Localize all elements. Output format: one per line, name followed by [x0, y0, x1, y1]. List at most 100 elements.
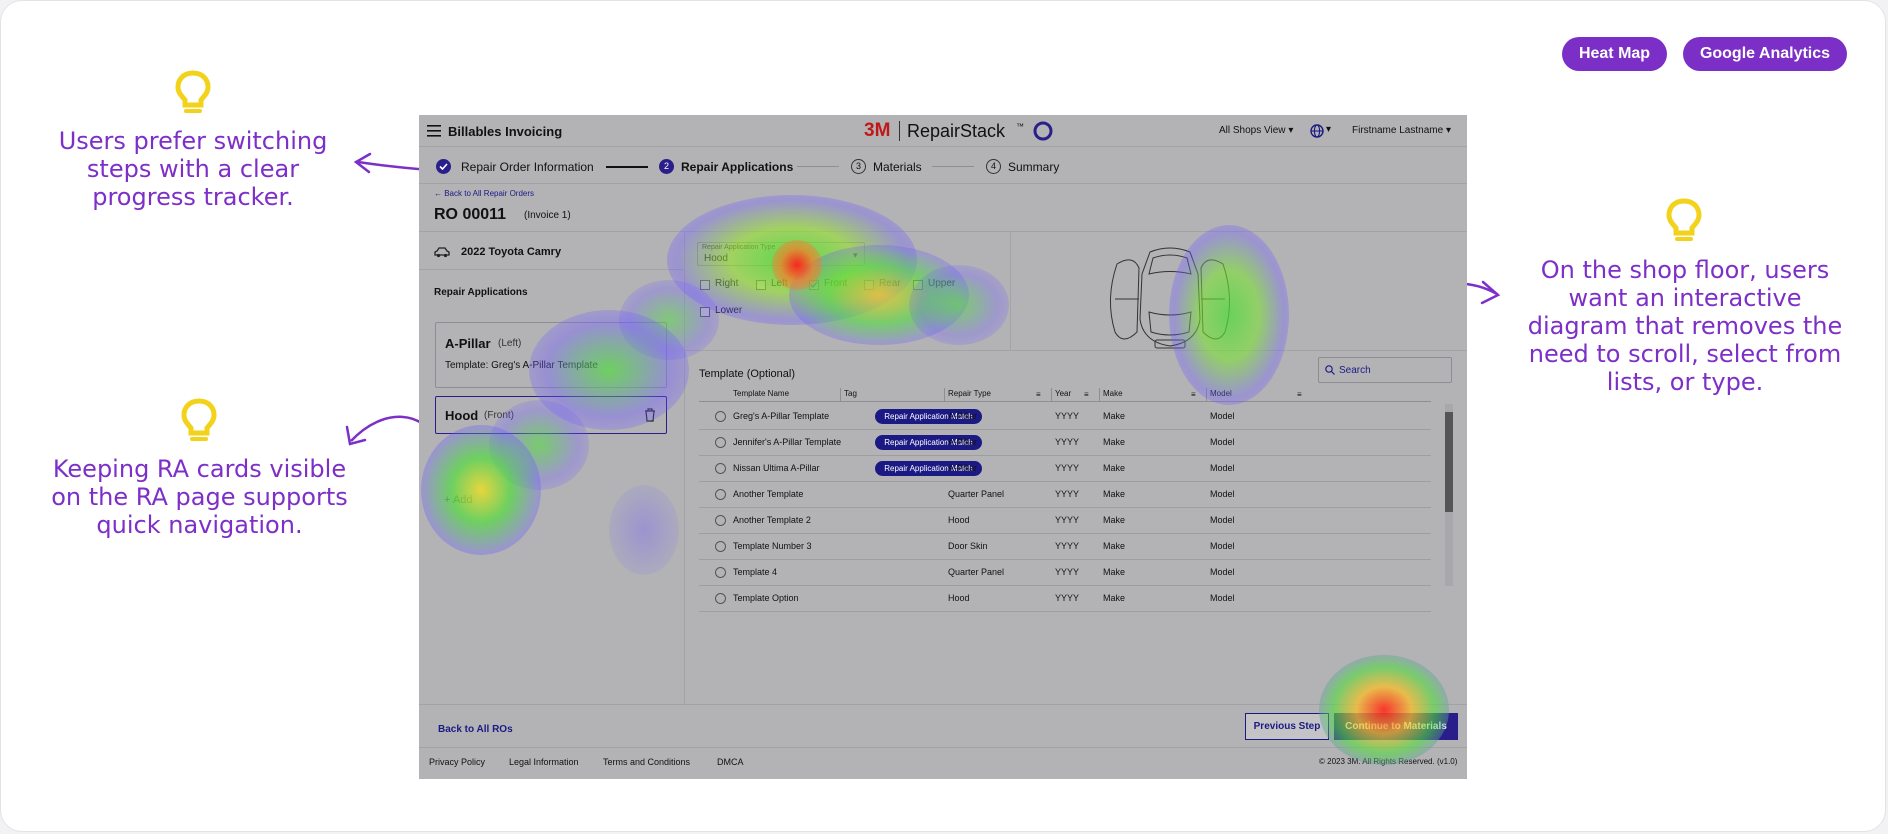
- cell-model: Model: [1210, 437, 1235, 447]
- back-to-all-ros-link[interactable]: Back to All ROs: [438, 724, 513, 735]
- cell-template-name: Greg's A-Pillar Template: [733, 411, 830, 421]
- row-radio[interactable]: [715, 489, 726, 500]
- step-materials[interactable]: Materials: [873, 160, 922, 174]
- row-radio[interactable]: [715, 515, 726, 526]
- table-row[interactable]: Another Template 2 Hood YYYY Make Model: [699, 508, 1431, 534]
- filter-icon[interactable]: ≡: [1191, 390, 1196, 399]
- column-header[interactable]: Tag: [844, 389, 857, 398]
- chevron-down-icon: ▾: [853, 250, 858, 260]
- cell-year: YYYY: [1055, 411, 1080, 421]
- footer-link-dmca[interactable]: DMCA: [717, 757, 744, 767]
- row-radio[interactable]: [715, 567, 726, 578]
- shops-view-dropdown[interactable]: All Shops View ▾: [1219, 125, 1293, 136]
- table-row[interactable]: Nissan Ultima A-Pillar Repair Application…: [699, 456, 1431, 482]
- cell-model: Model: [1210, 515, 1235, 525]
- column-header[interactable]: Repair Type: [948, 389, 991, 398]
- hamburger-menu-icon[interactable]: [427, 125, 441, 137]
- chevron-down-icon[interactable]: ▾: [1326, 124, 1332, 135]
- checkbox-label: Upper: [928, 278, 956, 289]
- step-repair-applications[interactable]: Repair Applications: [681, 160, 794, 174]
- ra-form-area: Repair Application Type Hood ▾ Right Lef…: [685, 232, 1467, 351]
- footer-link-legal[interactable]: Legal Information: [509, 757, 579, 767]
- column-header[interactable]: Template Name: [733, 389, 790, 398]
- ra-type-select[interactable]: Repair Application Type Hood ▾: [697, 242, 865, 266]
- previous-step-button[interactable]: Previous Step: [1245, 713, 1329, 740]
- ra-card-name: Hood: [445, 408, 479, 423]
- column-header[interactable]: Model: [1210, 389, 1232, 398]
- checkbox-label: Lower: [715, 305, 743, 316]
- brand-logo-3m: 3M: [864, 120, 891, 141]
- back-to-repair-orders-link[interactable]: ← Back to All Repair Orders: [434, 189, 535, 198]
- filter-icon[interactable]: ≡: [1036, 390, 1041, 399]
- ra-type-value: Hood: [704, 253, 728, 264]
- scrollbar-thumb[interactable]: [1445, 412, 1453, 512]
- callout-ra-cards: Keeping RA cards visible on the RA page …: [51, 455, 348, 539]
- table-row[interactable]: Template Option Hood YYYY Make Model: [699, 586, 1431, 612]
- divider: [419, 747, 1467, 748]
- plus-icon: +: [444, 494, 451, 506]
- page-footer: Back to All ROs Previous Step Continue t…: [419, 704, 1467, 779]
- footer-link-privacy[interactable]: Privacy Policy: [429, 757, 486, 767]
- template-heading: Template (Optional): [699, 368, 795, 380]
- checkbox-label: Right: [715, 278, 739, 289]
- user-menu[interactable]: Firstname Lastname ▾: [1352, 125, 1451, 136]
- checkbox-left[interactable]: [756, 280, 766, 290]
- ra-card-a-pillar[interactable]: A-Pillar (Left) Template: Greg's A-Pilla…: [435, 322, 667, 388]
- checkbox-right[interactable]: [700, 280, 710, 290]
- cell-template-name: Another Template: [733, 489, 804, 499]
- step-connector: [797, 166, 839, 167]
- heat-map-button[interactable]: Heat Map: [1562, 37, 1667, 71]
- row-radio[interactable]: [715, 593, 726, 604]
- cell-template-name: Template Option: [733, 593, 799, 603]
- column-header[interactable]: Make: [1103, 389, 1123, 398]
- checkbox-lower[interactable]: [700, 307, 710, 317]
- cell-repair-type: A-Pillar: [948, 437, 978, 447]
- lightbulb-icon: [181, 398, 217, 441]
- add-ra-button[interactable]: + Add: [444, 494, 472, 506]
- step-repair-order-information[interactable]: Repair Order Information: [461, 160, 594, 174]
- google-analytics-button[interactable]: Google Analytics: [1683, 37, 1847, 71]
- ra-type-label: Repair Application Type: [702, 244, 776, 251]
- row-radio[interactable]: [715, 411, 726, 422]
- filter-icon[interactable]: ≡: [1297, 390, 1302, 399]
- table-row[interactable]: Jennifer's A-Pillar Template Repair Appli…: [699, 430, 1431, 456]
- lightbulb-icon: [175, 70, 211, 113]
- checkbox-rear[interactable]: [864, 280, 874, 290]
- ra-card-hood[interactable]: Hood (Front): [435, 396, 667, 434]
- table-row[interactable]: Template 4 Quarter Panel YYYY Make Model: [699, 560, 1431, 586]
- checkbox-label: Rear: [879, 278, 901, 289]
- check-icon[interactable]: [436, 159, 451, 174]
- cell-make: Make: [1103, 593, 1126, 603]
- cell-make: Make: [1103, 411, 1126, 421]
- ra-card-name: A-Pillar: [445, 336, 491, 351]
- table-scrollbar[interactable]: [1445, 404, 1453, 586]
- cell-year: YYYY: [1055, 489, 1080, 499]
- column-divider: [1206, 388, 1207, 402]
- table-row[interactable]: Another Template Quarter Panel YYYY Make Mod…: [699, 482, 1431, 508]
- step-connector: [606, 166, 648, 168]
- cell-year: YYYY: [1055, 437, 1080, 447]
- user-name: Firstname Lastname: [1352, 125, 1444, 136]
- column-header[interactable]: Year: [1055, 389, 1072, 398]
- checkbox-upper[interactable]: [913, 280, 923, 290]
- cell-year: YYYY: [1055, 593, 1080, 603]
- column-divider: [1099, 388, 1100, 402]
- footer-link-terms[interactable]: Terms and Conditions: [603, 757, 691, 767]
- globe-icon[interactable]: [1310, 124, 1324, 138]
- cell-model: Model: [1210, 411, 1235, 421]
- cell-template-name: Jennifer's A-Pillar Template: [733, 437, 842, 447]
- divider: [419, 269, 685, 270]
- filter-icon[interactable]: ≡: [1084, 390, 1089, 399]
- row-radio[interactable]: [715, 463, 726, 474]
- car-diagram[interactable]: [1095, 244, 1245, 350]
- trash-icon[interactable]: [644, 408, 656, 422]
- continue-to-materials-button[interactable]: Continue to Materials: [1334, 713, 1458, 740]
- column-divider: [840, 388, 841, 402]
- table-row[interactable]: Template Number 3 Door Skin YYYY Make Model: [699, 534, 1431, 560]
- row-radio[interactable]: [715, 437, 726, 448]
- checkbox-front[interactable]: [809, 280, 819, 290]
- table-row[interactable]: Greg's A-Pillar Template Repair Applicati…: [699, 404, 1431, 430]
- row-radio[interactable]: [715, 541, 726, 552]
- search-input[interactable]: Search: [1318, 357, 1452, 383]
- step-summary[interactable]: Summary: [1008, 160, 1060, 174]
